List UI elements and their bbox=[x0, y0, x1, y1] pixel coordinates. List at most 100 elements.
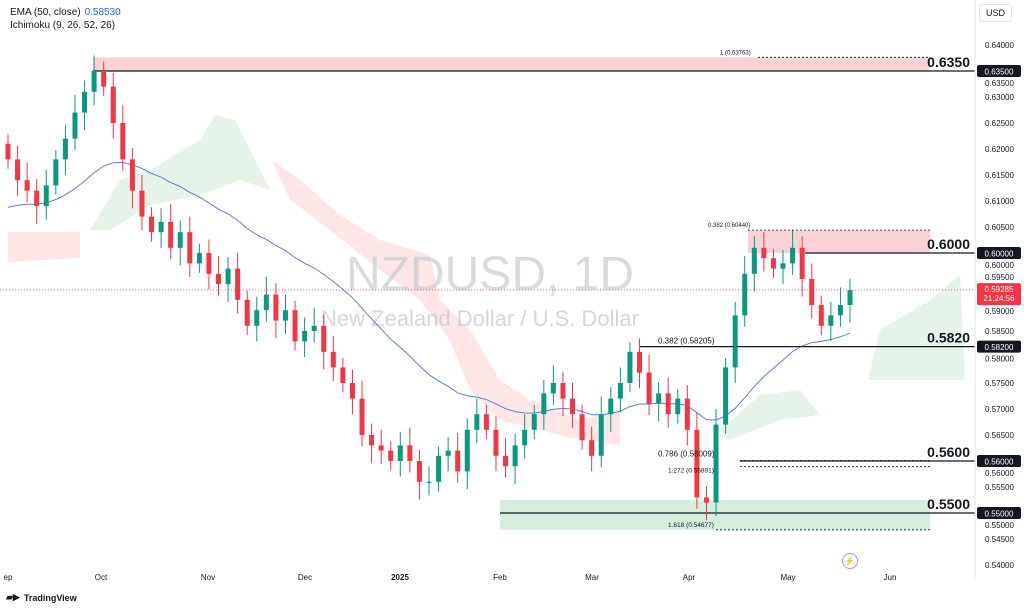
candle-up bbox=[436, 455, 442, 482]
time-tick: Feb bbox=[493, 573, 507, 582]
candle-down bbox=[216, 273, 221, 285]
candle-up bbox=[828, 315, 834, 326]
tradingview-logo[interactable]: ▰▶ TradingView bbox=[6, 592, 77, 603]
price-tick: 0.55000 bbox=[985, 521, 1014, 530]
candle-down bbox=[359, 398, 365, 435]
zones bbox=[93, 57, 930, 530]
cloud-bullish bbox=[868, 275, 965, 380]
last-price-label: 0.59285 bbox=[985, 285, 1014, 294]
candle-up bbox=[254, 310, 260, 326]
ema-legend[interactable]: EMA (50, close) 0.58530 bbox=[10, 6, 121, 19]
price-axis[interactable]: 0.63500 0.60000 0.58200 0.56000 0.55000 0.592… bbox=[977, 41, 1021, 570]
candle-down bbox=[340, 367, 346, 383]
price-tick: 0.55500 bbox=[985, 483, 1014, 492]
price-tick: 0.58000 bbox=[985, 355, 1014, 364]
lightning-icon[interactable]: ⚡ bbox=[842, 553, 858, 569]
candle-up bbox=[445, 450, 451, 456]
fib-label: 0.382 (0.58205) bbox=[658, 336, 715, 345]
last-price-badge bbox=[977, 283, 1021, 306]
resistance-zone bbox=[93, 57, 930, 71]
price-tick: 0.63000 bbox=[985, 93, 1014, 102]
candle-up bbox=[426, 481, 432, 483]
level-axis-badge bbox=[977, 340, 1021, 353]
candle-down bbox=[589, 440, 595, 456]
candle-up bbox=[43, 185, 49, 207]
candle-up bbox=[62, 138, 68, 160]
levels: 0.6350 0.6000 0.5820 0.5600 0.5500 bbox=[93, 54, 975, 514]
candle-up bbox=[302, 331, 308, 342]
ema-label: EMA (50, close) bbox=[10, 7, 81, 18]
level-label: 0.5600 bbox=[927, 444, 970, 460]
candle-up bbox=[713, 424, 719, 503]
candle-up bbox=[311, 325, 317, 331]
candle-down bbox=[101, 71, 107, 87]
level-axis-badge bbox=[977, 247, 1021, 259]
candle-down bbox=[120, 123, 126, 160]
time-tick: Apr bbox=[683, 573, 696, 582]
price-tick: 0.60000 bbox=[985, 261, 1014, 270]
candle-down bbox=[149, 216, 155, 233]
candle-down bbox=[503, 455, 509, 467]
level-axis-label: 0.58200 bbox=[985, 343, 1014, 352]
ema-line bbox=[7, 161, 851, 421]
candle-up bbox=[627, 351, 633, 383]
candle-down bbox=[560, 383, 566, 399]
price-tick: 0.56500 bbox=[985, 431, 1014, 440]
candle-down bbox=[34, 190, 40, 207]
candle-up bbox=[464, 429, 470, 472]
time-tick: Nov bbox=[201, 573, 215, 582]
candle-up bbox=[82, 91, 88, 113]
candle-down bbox=[24, 180, 30, 191]
candle-down bbox=[187, 232, 193, 264]
candle-up bbox=[675, 398, 681, 415]
resistance-zone bbox=[748, 230, 930, 253]
level-axis-label: 0.56000 bbox=[985, 458, 1014, 467]
currency-button[interactable]: USD bbox=[978, 4, 1012, 22]
time-tick: Dec bbox=[298, 573, 312, 582]
candle-down bbox=[455, 450, 461, 472]
time-tick: Oct bbox=[95, 573, 108, 582]
candle-down bbox=[292, 310, 298, 342]
cloud-bullish bbox=[90, 115, 270, 230]
candle-down bbox=[330, 351, 336, 368]
candle-down bbox=[809, 279, 815, 305]
candle-up bbox=[397, 445, 403, 461]
candle-up bbox=[598, 414, 604, 456]
fib-label: 0.382 (0.60440) bbox=[708, 223, 750, 229]
ema-value: 0.58530 bbox=[84, 7, 121, 18]
level-axis-badge bbox=[977, 455, 1021, 467]
price-tick: 0.61500 bbox=[985, 171, 1014, 180]
candle-down bbox=[483, 414, 489, 430]
candle-down bbox=[206, 253, 212, 274]
support-zone bbox=[500, 500, 930, 530]
candle-up bbox=[72, 112, 78, 139]
price-tick: 0.61000 bbox=[985, 197, 1014, 206]
fib-labels: 1 (0.63763) 0.382 (0.60440) 0.382 (0.58205… bbox=[648, 50, 930, 531]
candle-down bbox=[703, 497, 709, 503]
candle-up bbox=[723, 367, 729, 425]
candle-up bbox=[837, 305, 843, 316]
fib-label: 1 (0.63763) bbox=[720, 50, 751, 56]
price-tick: 0.56000 bbox=[985, 469, 1014, 478]
candle-down bbox=[5, 143, 11, 160]
fib-label: 1.272 (0.55891) bbox=[668, 468, 714, 475]
price-tick: 0.60500 bbox=[985, 223, 1014, 232]
candle-up bbox=[790, 247, 796, 264]
candle-down bbox=[799, 247, 805, 279]
ichimoku-legend[interactable]: Ichimoku (9, 26, 52, 26) bbox=[10, 20, 116, 31]
level-label: 0.5820 bbox=[927, 330, 970, 346]
time-axis[interactable]: ep Oct Nov Dec 2025 Feb Mar Apr May Jun bbox=[4, 573, 897, 582]
candle-down bbox=[378, 445, 384, 451]
price-tick: 0.54000 bbox=[985, 561, 1014, 570]
candle-up bbox=[847, 290, 853, 305]
candle-up bbox=[780, 263, 786, 269]
candle-up bbox=[474, 414, 480, 430]
candle-down bbox=[273, 294, 279, 321]
price-tick: 0.57500 bbox=[985, 379, 1014, 388]
price-tick: 0.58500 bbox=[985, 327, 1014, 336]
candle-up bbox=[531, 414, 537, 430]
candle-down bbox=[761, 247, 767, 259]
candle-up bbox=[263, 294, 269, 311]
price-tick: 0.64000 bbox=[985, 41, 1014, 50]
